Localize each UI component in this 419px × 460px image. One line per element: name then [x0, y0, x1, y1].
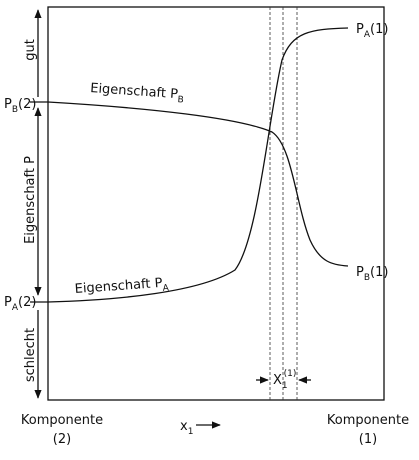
curve-label: Eigenschaft PA	[74, 275, 170, 300]
interval-label: X1(1)	[273, 369, 296, 391]
property-axis	[30, 9, 48, 399]
component-number: (2)	[53, 432, 71, 447]
axis-label-middle: Eigenschaft P	[23, 156, 38, 244]
component-number: (1)	[359, 432, 377, 447]
point-label: PB(2)	[4, 97, 36, 115]
curve-label: Eigenschaft PB	[90, 81, 185, 106]
axis-label-top: gut	[23, 39, 38, 61]
curve-a	[47, 27, 349, 303]
point-label: PA(1)	[356, 22, 388, 40]
component-label: Komponente	[21, 413, 103, 428]
point-label: PB(1)	[356, 265, 388, 283]
x-axis-label: x1	[180, 419, 193, 437]
axis-label-bottom: schlecht	[23, 328, 38, 382]
point-label: PA(2)	[4, 295, 36, 313]
curve-b	[47, 101, 349, 267]
frame	[47, 6, 385, 401]
component-label: Komponente	[327, 413, 409, 428]
